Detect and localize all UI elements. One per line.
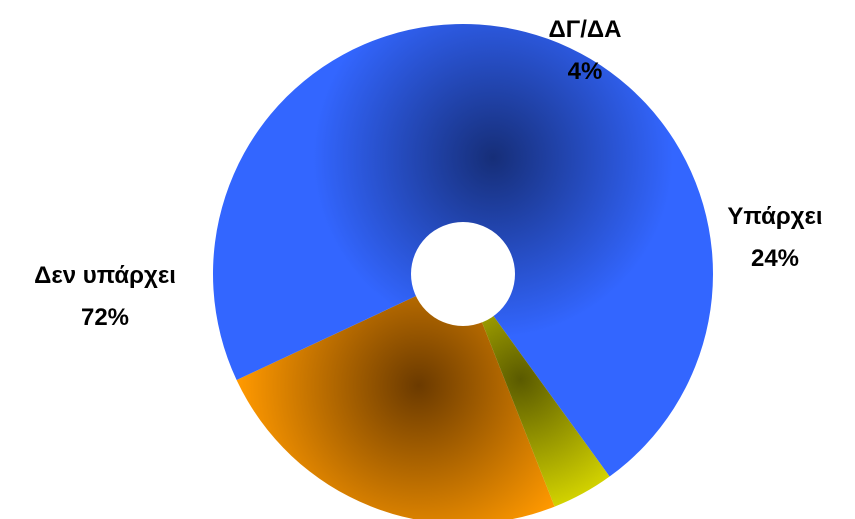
slice-labels: Υπάρχει 24% Δεν υπάρχει 72% ΔΓ/ΔΑ 4% (34, 16, 823, 331)
slice-category-label: Υπάρχει (727, 203, 822, 230)
pie-slice-3 (463, 274, 610, 507)
slice-value-label: 72% (81, 304, 129, 331)
slice-value-label: 4% (568, 58, 603, 85)
slice-value-label: 24% (751, 245, 799, 272)
pie-slice-1 (236, 274, 555, 519)
slice-category-label: Δεν υπάρχει (34, 262, 176, 289)
donut-hole (411, 222, 515, 326)
slice-category-label: ΔΓ/ΔΑ (549, 16, 622, 43)
